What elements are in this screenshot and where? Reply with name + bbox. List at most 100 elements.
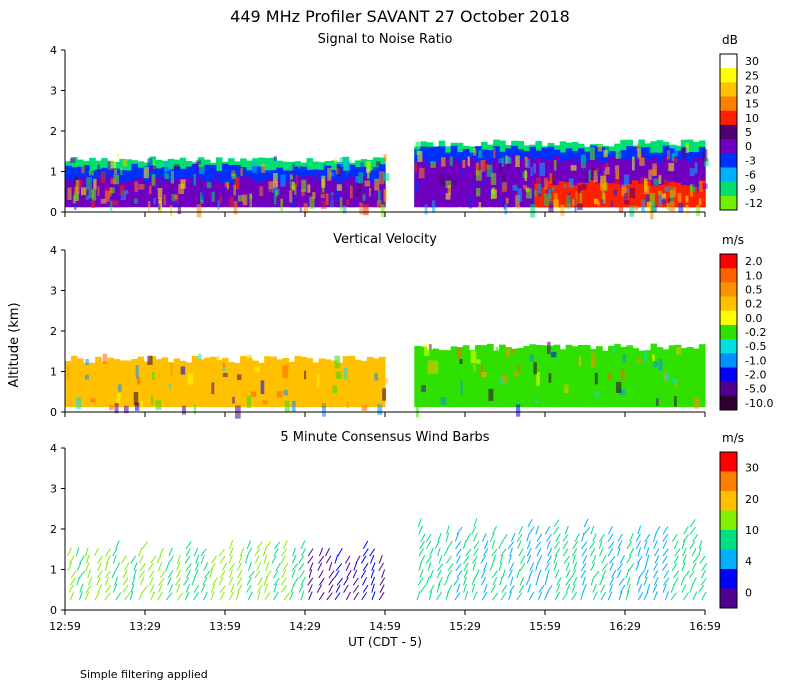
wind-barb bbox=[290, 584, 295, 593]
wind-barb bbox=[264, 592, 271, 601]
wind-barb bbox=[663, 570, 670, 579]
field-cell bbox=[95, 356, 102, 408]
colorbar-label: 5 bbox=[745, 126, 752, 139]
wind-barb bbox=[635, 562, 640, 571]
wind-barb bbox=[689, 519, 696, 528]
field-speckle bbox=[524, 156, 528, 168]
wind-barb bbox=[362, 548, 369, 557]
colorbar-label: 0.5 bbox=[745, 283, 763, 296]
wind-barb bbox=[133, 569, 137, 579]
field-speckle bbox=[383, 189, 388, 203]
wind-barb bbox=[139, 563, 146, 571]
wind-barb bbox=[499, 576, 503, 586]
wind-barb bbox=[692, 591, 698, 601]
wind-barb bbox=[325, 547, 330, 557]
wind-barb bbox=[510, 533, 516, 542]
wind-barb bbox=[652, 584, 658, 593]
field-speckle bbox=[478, 202, 482, 210]
field-cell bbox=[613, 184, 621, 208]
field-speckle bbox=[75, 397, 82, 409]
y-tick-label: 0 bbox=[50, 406, 57, 419]
wind-barb bbox=[67, 547, 72, 557]
wind-barb bbox=[644, 561, 648, 571]
wind-barb bbox=[210, 562, 216, 571]
field-speckle bbox=[234, 177, 239, 190]
field-speckle bbox=[422, 196, 429, 205]
colorbar-label: 25 bbox=[745, 69, 759, 82]
field-speckle bbox=[702, 183, 708, 189]
field-speckle bbox=[480, 159, 486, 172]
field-speckle bbox=[165, 173, 169, 180]
field-speckle bbox=[334, 158, 337, 164]
wind-barb bbox=[419, 540, 425, 550]
wind-barb bbox=[680, 576, 685, 586]
wind-barb bbox=[273, 570, 279, 579]
field-speckle bbox=[451, 184, 457, 194]
wind-barb bbox=[509, 562, 515, 571]
wind-barb bbox=[263, 554, 268, 564]
field-speckle bbox=[233, 184, 236, 196]
colorbar-frame bbox=[719, 451, 738, 609]
field-speckle bbox=[651, 169, 657, 176]
colorbar-swatch bbox=[720, 395, 737, 411]
field-speckle bbox=[274, 193, 277, 205]
field-speckle bbox=[641, 199, 645, 212]
colorbar-label: 30 bbox=[745, 55, 759, 68]
wind-barb bbox=[582, 555, 588, 564]
field-speckle bbox=[135, 365, 139, 379]
field-speckle bbox=[533, 163, 536, 174]
colorbar-label: 0 bbox=[745, 140, 752, 153]
wind-barb bbox=[662, 533, 669, 542]
field-cell bbox=[462, 158, 470, 208]
wind-barb bbox=[483, 540, 489, 550]
footnote: Simple filtering applied bbox=[80, 668, 208, 681]
wind-barb bbox=[665, 591, 670, 601]
field-cell bbox=[234, 362, 241, 408]
wind-barb bbox=[500, 548, 507, 557]
colorbar-swatch bbox=[720, 510, 737, 531]
wind-barb bbox=[112, 548, 118, 557]
wind-barb bbox=[516, 533, 523, 542]
wind-barb bbox=[472, 561, 476, 571]
wind-barb bbox=[148, 570, 155, 579]
wind-barb bbox=[592, 584, 597, 593]
field-speckle bbox=[432, 360, 439, 374]
wind-barb bbox=[345, 591, 352, 601]
field-speckle bbox=[594, 372, 598, 385]
x-tick-label: 16:59 bbox=[689, 620, 721, 633]
wind-barb bbox=[598, 540, 603, 549]
wind-barb bbox=[200, 548, 207, 557]
field-cell bbox=[197, 359, 205, 408]
field-speckle bbox=[603, 149, 608, 158]
field-speckle bbox=[663, 179, 668, 185]
colorbar-label: 4 bbox=[745, 555, 752, 568]
wind-barb bbox=[76, 562, 82, 571]
panel-title: 5 Minute Consensus Wind Barbs bbox=[280, 430, 489, 445]
field-speckle bbox=[72, 195, 77, 204]
wind-barb bbox=[298, 584, 304, 593]
wind-barb bbox=[254, 570, 261, 579]
field-cell bbox=[570, 185, 578, 208]
wind-barb bbox=[700, 577, 707, 586]
field-speckle bbox=[530, 166, 533, 176]
field-speckle bbox=[309, 196, 315, 209]
field-speckle bbox=[148, 201, 151, 213]
field-speckle bbox=[229, 196, 234, 208]
wind-barb bbox=[292, 547, 296, 557]
y-tick-label: 4 bbox=[50, 44, 57, 57]
wind-barb bbox=[683, 526, 689, 535]
wind-barb bbox=[308, 569, 313, 579]
wind-barb bbox=[200, 554, 205, 564]
wind-barb bbox=[150, 591, 156, 601]
wind-barb bbox=[682, 534, 689, 542]
wind-barb bbox=[186, 583, 190, 593]
field-speckle bbox=[350, 185, 353, 199]
field-cell bbox=[540, 187, 548, 208]
field-speckle bbox=[109, 187, 115, 194]
field-speckle bbox=[417, 151, 423, 162]
wind-barb bbox=[257, 577, 263, 586]
wind-barb bbox=[69, 555, 75, 564]
wind-barb bbox=[670, 583, 675, 593]
wind-barb bbox=[581, 548, 588, 557]
field-speckle bbox=[499, 157, 504, 172]
